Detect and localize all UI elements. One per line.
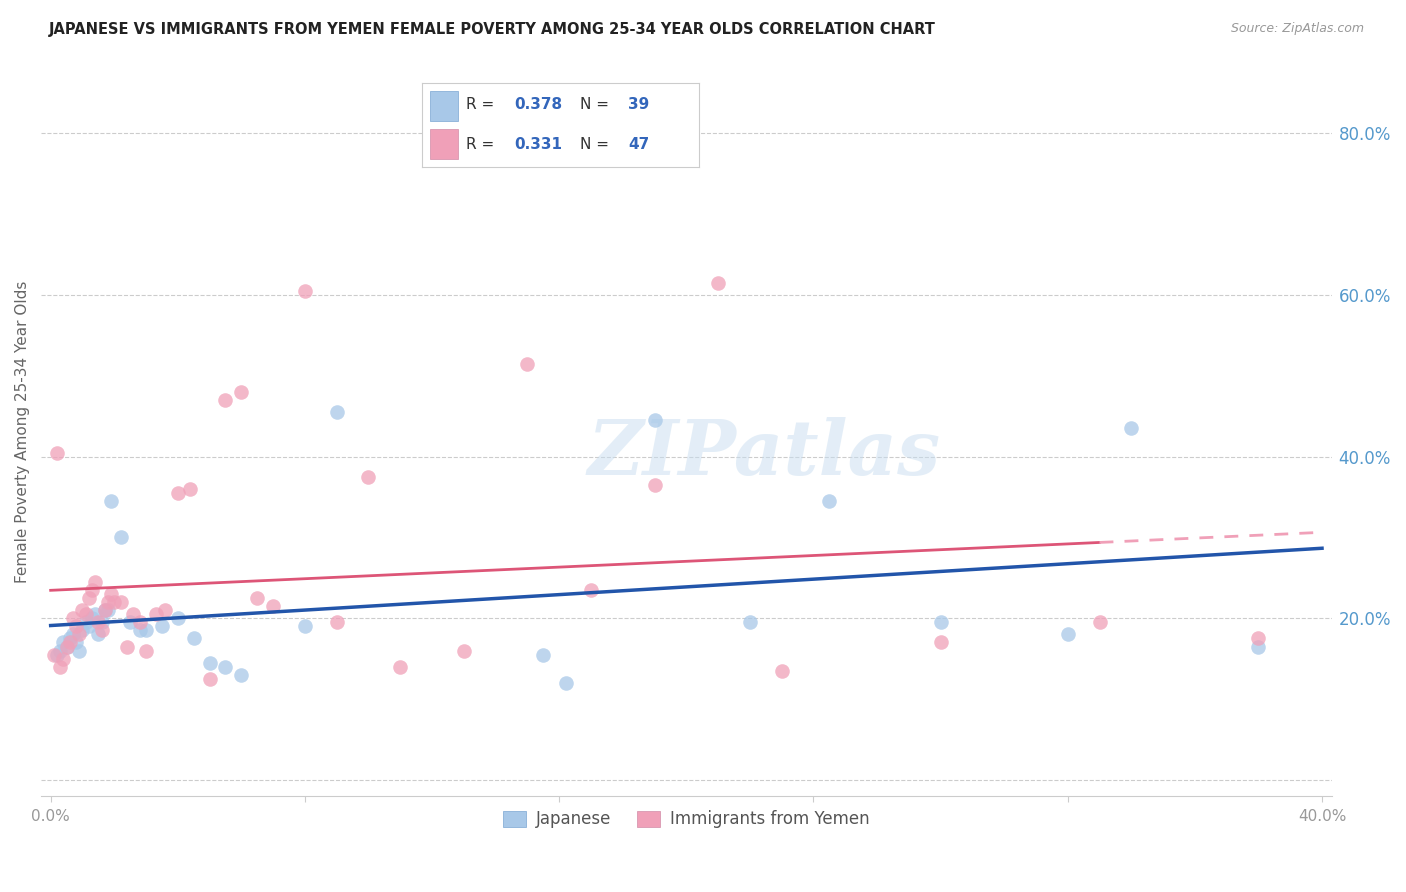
Point: [1056, 627, 1078, 641]
Point: [929, 635, 952, 649]
Point: [72, 603, 94, 617]
Point: [166, 611, 188, 625]
Point: [97, 603, 120, 617]
Point: [62, 627, 84, 641]
Point: [231, 668, 253, 682]
Text: JAPANESE VS IMMIGRANTS FROM YEMEN FEMALE POVERTY AMONG 25-34 YEAR OLDS CORRELATI: JAPANESE VS IMMIGRANTS FROM YEMEN FEMALE…: [49, 22, 936, 37]
Point: [214, 659, 236, 673]
Point: [49, 659, 72, 673]
Point: [65, 635, 87, 649]
Point: [80, 582, 103, 597]
Point: [262, 599, 284, 613]
Point: [531, 648, 554, 662]
Point: [46, 445, 69, 459]
Point: [72, 624, 94, 638]
Point: [389, 659, 412, 673]
Point: [644, 413, 666, 427]
Point: [55, 640, 77, 654]
Point: [166, 486, 188, 500]
Point: [214, 392, 236, 407]
Point: [1088, 615, 1111, 630]
Point: [150, 619, 173, 633]
Point: [516, 357, 538, 371]
Point: [84, 574, 107, 589]
Point: [55, 640, 77, 654]
Point: [122, 607, 145, 622]
Point: [231, 384, 253, 399]
Point: [90, 615, 112, 630]
Point: [84, 607, 107, 622]
Legend: Japanese, Immigrants from Yemen: Japanese, Immigrants from Yemen: [496, 804, 876, 835]
Point: [75, 607, 97, 622]
Point: [707, 276, 730, 290]
Point: [77, 619, 100, 633]
Text: ZIPatlas: ZIPatlas: [588, 417, 941, 491]
Point: [357, 469, 380, 483]
Point: [179, 482, 201, 496]
Point: [135, 643, 157, 657]
Point: [818, 494, 841, 508]
Point: [93, 603, 115, 617]
Point: [145, 607, 167, 622]
Point: [62, 611, 84, 625]
Y-axis label: Female Poverty Among 25-34 Year Olds: Female Poverty Among 25-34 Year Olds: [15, 281, 30, 583]
Point: [87, 627, 110, 641]
Point: [579, 582, 602, 597]
Point: [67, 627, 90, 641]
Point: [110, 530, 132, 544]
Point: [1247, 640, 1270, 654]
Point: [198, 656, 221, 670]
Point: [1247, 632, 1270, 646]
Point: [46, 648, 69, 662]
Point: [59, 632, 82, 646]
Point: [90, 624, 112, 638]
Point: [128, 624, 150, 638]
Point: [87, 615, 110, 630]
Point: [97, 595, 120, 609]
Point: [80, 611, 103, 625]
Point: [59, 635, 82, 649]
Point: [115, 640, 138, 654]
Point: [770, 664, 793, 678]
Point: [183, 632, 205, 646]
Point: [100, 494, 122, 508]
Point: [929, 615, 952, 630]
Point: [325, 615, 347, 630]
Point: [120, 615, 142, 630]
Point: [294, 619, 316, 633]
Point: [65, 619, 87, 633]
Point: [75, 615, 97, 630]
Point: [738, 615, 761, 630]
Point: [1121, 421, 1143, 435]
Point: [554, 676, 576, 690]
Point: [198, 672, 221, 686]
Text: Source: ZipAtlas.com: Source: ZipAtlas.com: [1230, 22, 1364, 36]
Point: [294, 284, 316, 298]
Point: [325, 405, 347, 419]
Point: [49, 643, 72, 657]
Point: [135, 624, 157, 638]
Point: [644, 478, 666, 492]
Point: [103, 595, 125, 609]
Point: [128, 615, 150, 630]
Point: [453, 643, 475, 657]
Point: [93, 603, 115, 617]
Point: [52, 651, 75, 665]
Point: [246, 591, 269, 605]
Point: [52, 635, 75, 649]
Point: [100, 587, 122, 601]
Point: [67, 643, 90, 657]
Point: [110, 595, 132, 609]
Point: [42, 648, 65, 662]
Point: [153, 603, 176, 617]
Point: [77, 591, 100, 605]
